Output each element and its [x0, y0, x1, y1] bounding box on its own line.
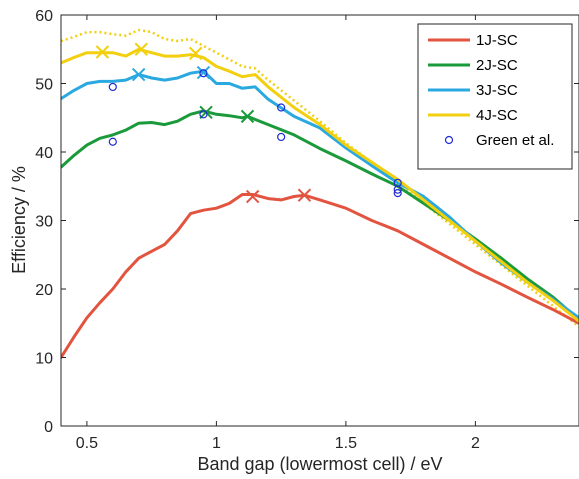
- reference-point: [393, 189, 402, 198]
- reference-point: [108, 137, 117, 146]
- y-tick-label: 50: [35, 77, 53, 94]
- x-tick-label: 2: [471, 435, 480, 452]
- series-line-3j-sc: [61, 69, 579, 320]
- legend-label: 4J-SC: [476, 107, 518, 124]
- reference-point: [277, 132, 286, 142]
- y-tick-label: 60: [35, 8, 53, 25]
- optimum-marker: [134, 42, 148, 56]
- optimum-marker: [131, 67, 146, 82]
- optimum-marker: [95, 45, 110, 59]
- y-tick-label: 0: [44, 419, 53, 436]
- y-tick-label: 20: [35, 282, 53, 299]
- x-tick-label: 1: [212, 435, 221, 452]
- legend-box: [417, 23, 573, 170]
- series-line-4j-sc: [61, 47, 579, 323]
- optimum-marker: [188, 46, 203, 61]
- y-tick-label: 30: [35, 214, 53, 231]
- reference-point: [108, 82, 117, 92]
- optimum-marker: [297, 188, 312, 202]
- optimum-marker: [245, 189, 260, 204]
- legend-label: 3J-SC: [476, 82, 518, 99]
- legend-label: 1J-SC: [476, 32, 518, 49]
- x-tick-label: 1.5: [335, 435, 357, 452]
- y-axis-label: Efficiency / %: [9, 166, 29, 274]
- reference-point: [199, 69, 208, 78]
- reference-point: [199, 110, 208, 119]
- legend-label: Green et al.: [476, 132, 554, 149]
- x-tick-label: 0.5: [76, 435, 98, 452]
- legend-label: 2J-SC: [476, 57, 518, 74]
- y-tick-label: 40: [35, 145, 53, 162]
- legend-swatch-reference: [444, 135, 454, 145]
- legend: 1J-SC 2J-SC 3J-SC 4J-SC Green et al.: [417, 23, 573, 170]
- series-line-dotted-variant: [61, 28, 579, 328]
- x-axis-label: Band gap (lowermost cell) / eV: [197, 454, 442, 474]
- series-line-1j-sc: [61, 193, 579, 359]
- series-layer: [61, 28, 579, 359]
- y-tick-label: 10: [35, 351, 53, 368]
- reference-point: [277, 103, 286, 112]
- optimum-marker: [240, 109, 255, 124]
- optimum-marker: [196, 65, 211, 80]
- reference-point: [393, 185, 402, 194]
